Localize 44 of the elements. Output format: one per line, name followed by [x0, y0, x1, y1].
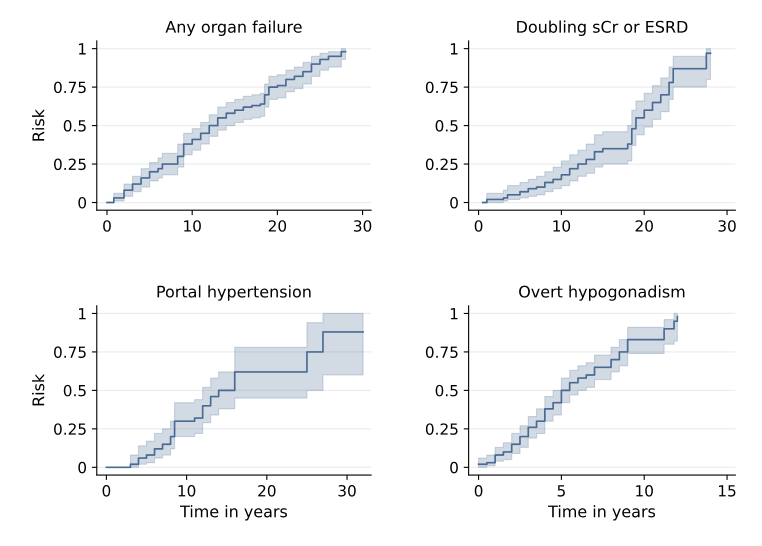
y-tick-label: 0 — [450, 462, 458, 474]
x-axis-title: Time in years — [548, 505, 656, 521]
y-tick-label: 0 — [78, 462, 86, 474]
chart-title: Portal hypertension — [158, 285, 311, 301]
x-tick-label: 10 — [636, 485, 653, 497]
y-tick-label: 0.5 — [436, 384, 458, 396]
x-tick-label: 0 — [474, 485, 482, 497]
x-tick-label: 10 — [178, 485, 196, 497]
x-tick-label: 20 — [636, 220, 653, 232]
x-axis-title: Time in years — [180, 505, 288, 521]
y-tick-label: 0.25 — [426, 158, 458, 170]
x-tick-label: 0 — [103, 220, 111, 232]
y-tick-label: 1 — [79, 308, 86, 320]
x-tick-label: 30 — [354, 220, 372, 232]
y-tick-label: 0.75 — [54, 82, 86, 94]
y-axis-title: Risk — [32, 374, 44, 406]
x-tick-label: 30 — [338, 485, 356, 497]
y-tick-label: 1 — [450, 43, 458, 54]
x-tick-label: 10 — [184, 220, 201, 232]
chart-title: Doubling sCr or ESRD — [517, 20, 688, 36]
y-tick-label: 0.25 — [54, 158, 86, 170]
chart-title: Overt hypogonadism — [519, 285, 684, 301]
x-tick-label: 10 — [553, 220, 570, 232]
x-tick-label: 0 — [474, 220, 482, 232]
x-tick-label: 20 — [268, 220, 286, 232]
x-tick-label: 5 — [558, 485, 565, 497]
y-tick-label: 0.75 — [426, 82, 458, 94]
y-tick-label: 0 — [78, 196, 86, 209]
x-tick-label: 30 — [718, 220, 736, 232]
y-tick-label: 1 — [450, 308, 458, 320]
y-tick-label: 1 — [79, 43, 86, 54]
y-axis-title: Risk — [32, 109, 44, 141]
y-tick-label: 0 — [450, 196, 458, 209]
y-tick-label: 0.5 — [436, 120, 458, 132]
y-tick-label: 0.75 — [54, 346, 86, 358]
y-tick-label: 0.5 — [64, 120, 86, 132]
x-tick-label: 0 — [102, 485, 110, 497]
chart-title: Any organ failure — [165, 20, 302, 36]
y-tick-label: 0.25 — [426, 423, 458, 435]
x-tick-label: 15 — [719, 485, 736, 497]
y-tick-label: 0.75 — [426, 346, 458, 358]
x-tick-label: 20 — [258, 485, 276, 497]
y-tick-label: 0.25 — [54, 423, 86, 435]
y-tick-label: 0.5 — [64, 384, 86, 396]
